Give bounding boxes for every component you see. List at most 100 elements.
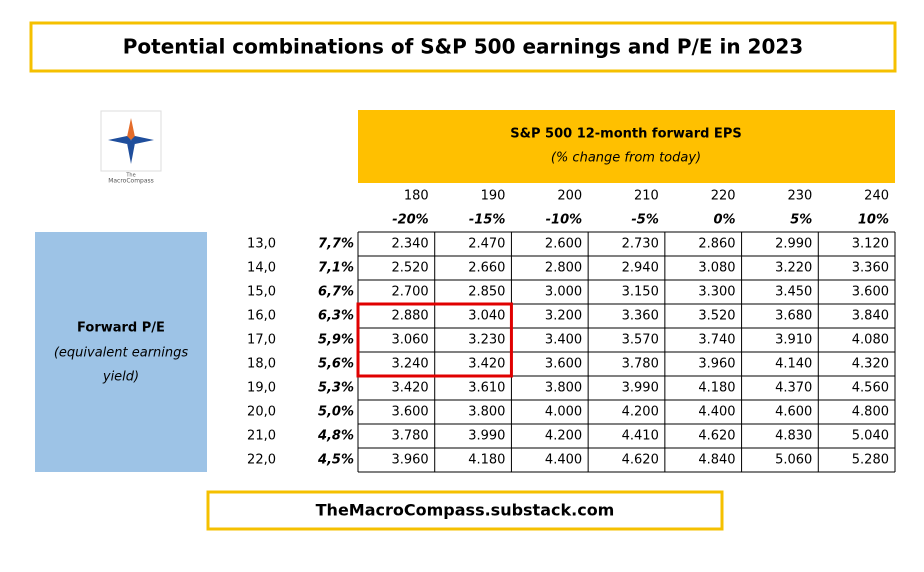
cell: 4.400 — [545, 453, 582, 468]
cell: 3.990 — [622, 381, 659, 396]
cell: 4.840 — [698, 453, 735, 468]
cell: 3.800 — [468, 405, 505, 420]
row-pe: 20,0 — [247, 405, 276, 420]
table: 180 -20% 190 -15% 200 -10% 210 -5% 220 0% 230 5% 240… — [247, 189, 896, 473]
column-change: 0% — [713, 213, 735, 228]
cell: 3.360 — [852, 261, 889, 276]
cell: 3.060 — [391, 333, 428, 348]
cell: 5.040 — [852, 429, 889, 444]
cell: 2.730 — [622, 237, 659, 252]
cell: 3.420 — [468, 357, 505, 372]
column-eps: 230 — [787, 189, 812, 204]
cell: 3.840 — [852, 309, 889, 324]
title: Potential combinations of S&P 500 earnin… — [123, 35, 803, 59]
header-box — [358, 110, 895, 183]
cell: 4.180 — [698, 381, 735, 396]
column-eps: 180 — [404, 189, 429, 204]
cell: 3.240 — [391, 357, 428, 372]
cell: 4.560 — [852, 381, 889, 396]
cell: 3.960 — [698, 357, 735, 372]
cell: 3.220 — [775, 261, 812, 276]
cell: 2.600 — [545, 237, 582, 252]
row-pe: 19,0 — [247, 381, 276, 396]
logo-needle — [127, 118, 135, 140]
cell: 4.180 — [468, 453, 505, 468]
row-pe: 13,0 — [247, 237, 276, 252]
cell: 4.410 — [622, 429, 659, 444]
column-eps: 210 — [634, 189, 659, 204]
row-header-subtitle: (equivalent earnings — [54, 346, 189, 361]
footer-box — [206, 490, 724, 531]
row-pe: 22,0 — [247, 453, 276, 468]
cell: 3.120 — [852, 237, 889, 252]
cell: 4.620 — [622, 453, 659, 468]
column-eps: 200 — [557, 189, 582, 204]
logo-needle — [108, 136, 131, 144]
cell: 3.780 — [391, 429, 428, 444]
column-change: 10% — [858, 213, 889, 228]
cell: 3.400 — [545, 333, 582, 348]
cell: 4.370 — [775, 381, 812, 396]
logo-needle — [131, 136, 154, 144]
cell: 4.200 — [622, 405, 659, 420]
row-yield: 6,7% — [318, 285, 354, 300]
cell: 2.470 — [468, 237, 505, 252]
highlight-box — [356, 302, 513, 378]
row-yield: 5,6% — [318, 357, 354, 372]
cell: 2.850 — [468, 285, 505, 300]
cell: 4.320 — [852, 357, 889, 372]
cell: 3.420 — [391, 381, 428, 396]
cell: 2.990 — [775, 237, 812, 252]
column-eps: 240 — [864, 189, 889, 204]
row-pe: 14,0 — [247, 261, 276, 276]
cell: 4.080 — [852, 333, 889, 348]
header-subtitle: (% change from today) — [551, 151, 701, 166]
cell: 2.940 — [622, 261, 659, 276]
cell: 3.600 — [852, 285, 889, 300]
cell: 4.800 — [852, 405, 889, 420]
title-box — [29, 21, 897, 73]
cell: 3.000 — [545, 285, 582, 300]
cell: 3.200 — [545, 309, 582, 324]
column-change: -20% — [392, 213, 429, 228]
logo: The MacroCompass — [100, 110, 162, 185]
row-yield: 7,7% — [318, 237, 354, 252]
cell: 3.450 — [775, 285, 812, 300]
cell: 3.910 — [775, 333, 812, 348]
cell: 2.880 — [391, 309, 428, 324]
cell: 5.280 — [852, 453, 889, 468]
row-pe: 16,0 — [247, 309, 276, 324]
cell: 3.780 — [622, 357, 659, 372]
cell: 2.520 — [391, 261, 428, 276]
row-pe: 15,0 — [247, 285, 276, 300]
column-change: 5% — [790, 213, 812, 228]
cell: 3.080 — [698, 261, 735, 276]
footer: TheMacroCompass.substack.com — [316, 501, 615, 520]
row-yield: 5,9% — [318, 333, 354, 348]
row-yield: 4,5% — [317, 453, 354, 468]
row-pe: 21,0 — [247, 429, 276, 444]
cell: 3.150 — [622, 285, 659, 300]
column-change: -15% — [469, 213, 506, 228]
cell: 4.600 — [775, 405, 812, 420]
cell: 4.620 — [698, 429, 735, 444]
cell: 2.660 — [468, 261, 505, 276]
cell: 4.140 — [775, 357, 812, 372]
column-eps: 220 — [711, 189, 736, 204]
cell: 3.600 — [545, 357, 582, 372]
row-yield: 4,8% — [317, 429, 354, 444]
cell: 2.860 — [698, 237, 735, 252]
cell: 2.700 — [391, 285, 428, 300]
cell: 3.610 — [468, 381, 505, 396]
cell: 3.960 — [391, 453, 428, 468]
row-pe: 17,0 — [247, 333, 276, 348]
cell: 3.520 — [698, 309, 735, 324]
row-yield: 5,3% — [318, 381, 354, 396]
cell: 5.060 — [775, 453, 812, 468]
logo-needle — [127, 140, 135, 164]
cell: 2.340 — [391, 237, 428, 252]
cell: 3.230 — [468, 333, 505, 348]
row-yield: 6,3% — [318, 309, 354, 324]
cell: 3.570 — [622, 333, 659, 348]
